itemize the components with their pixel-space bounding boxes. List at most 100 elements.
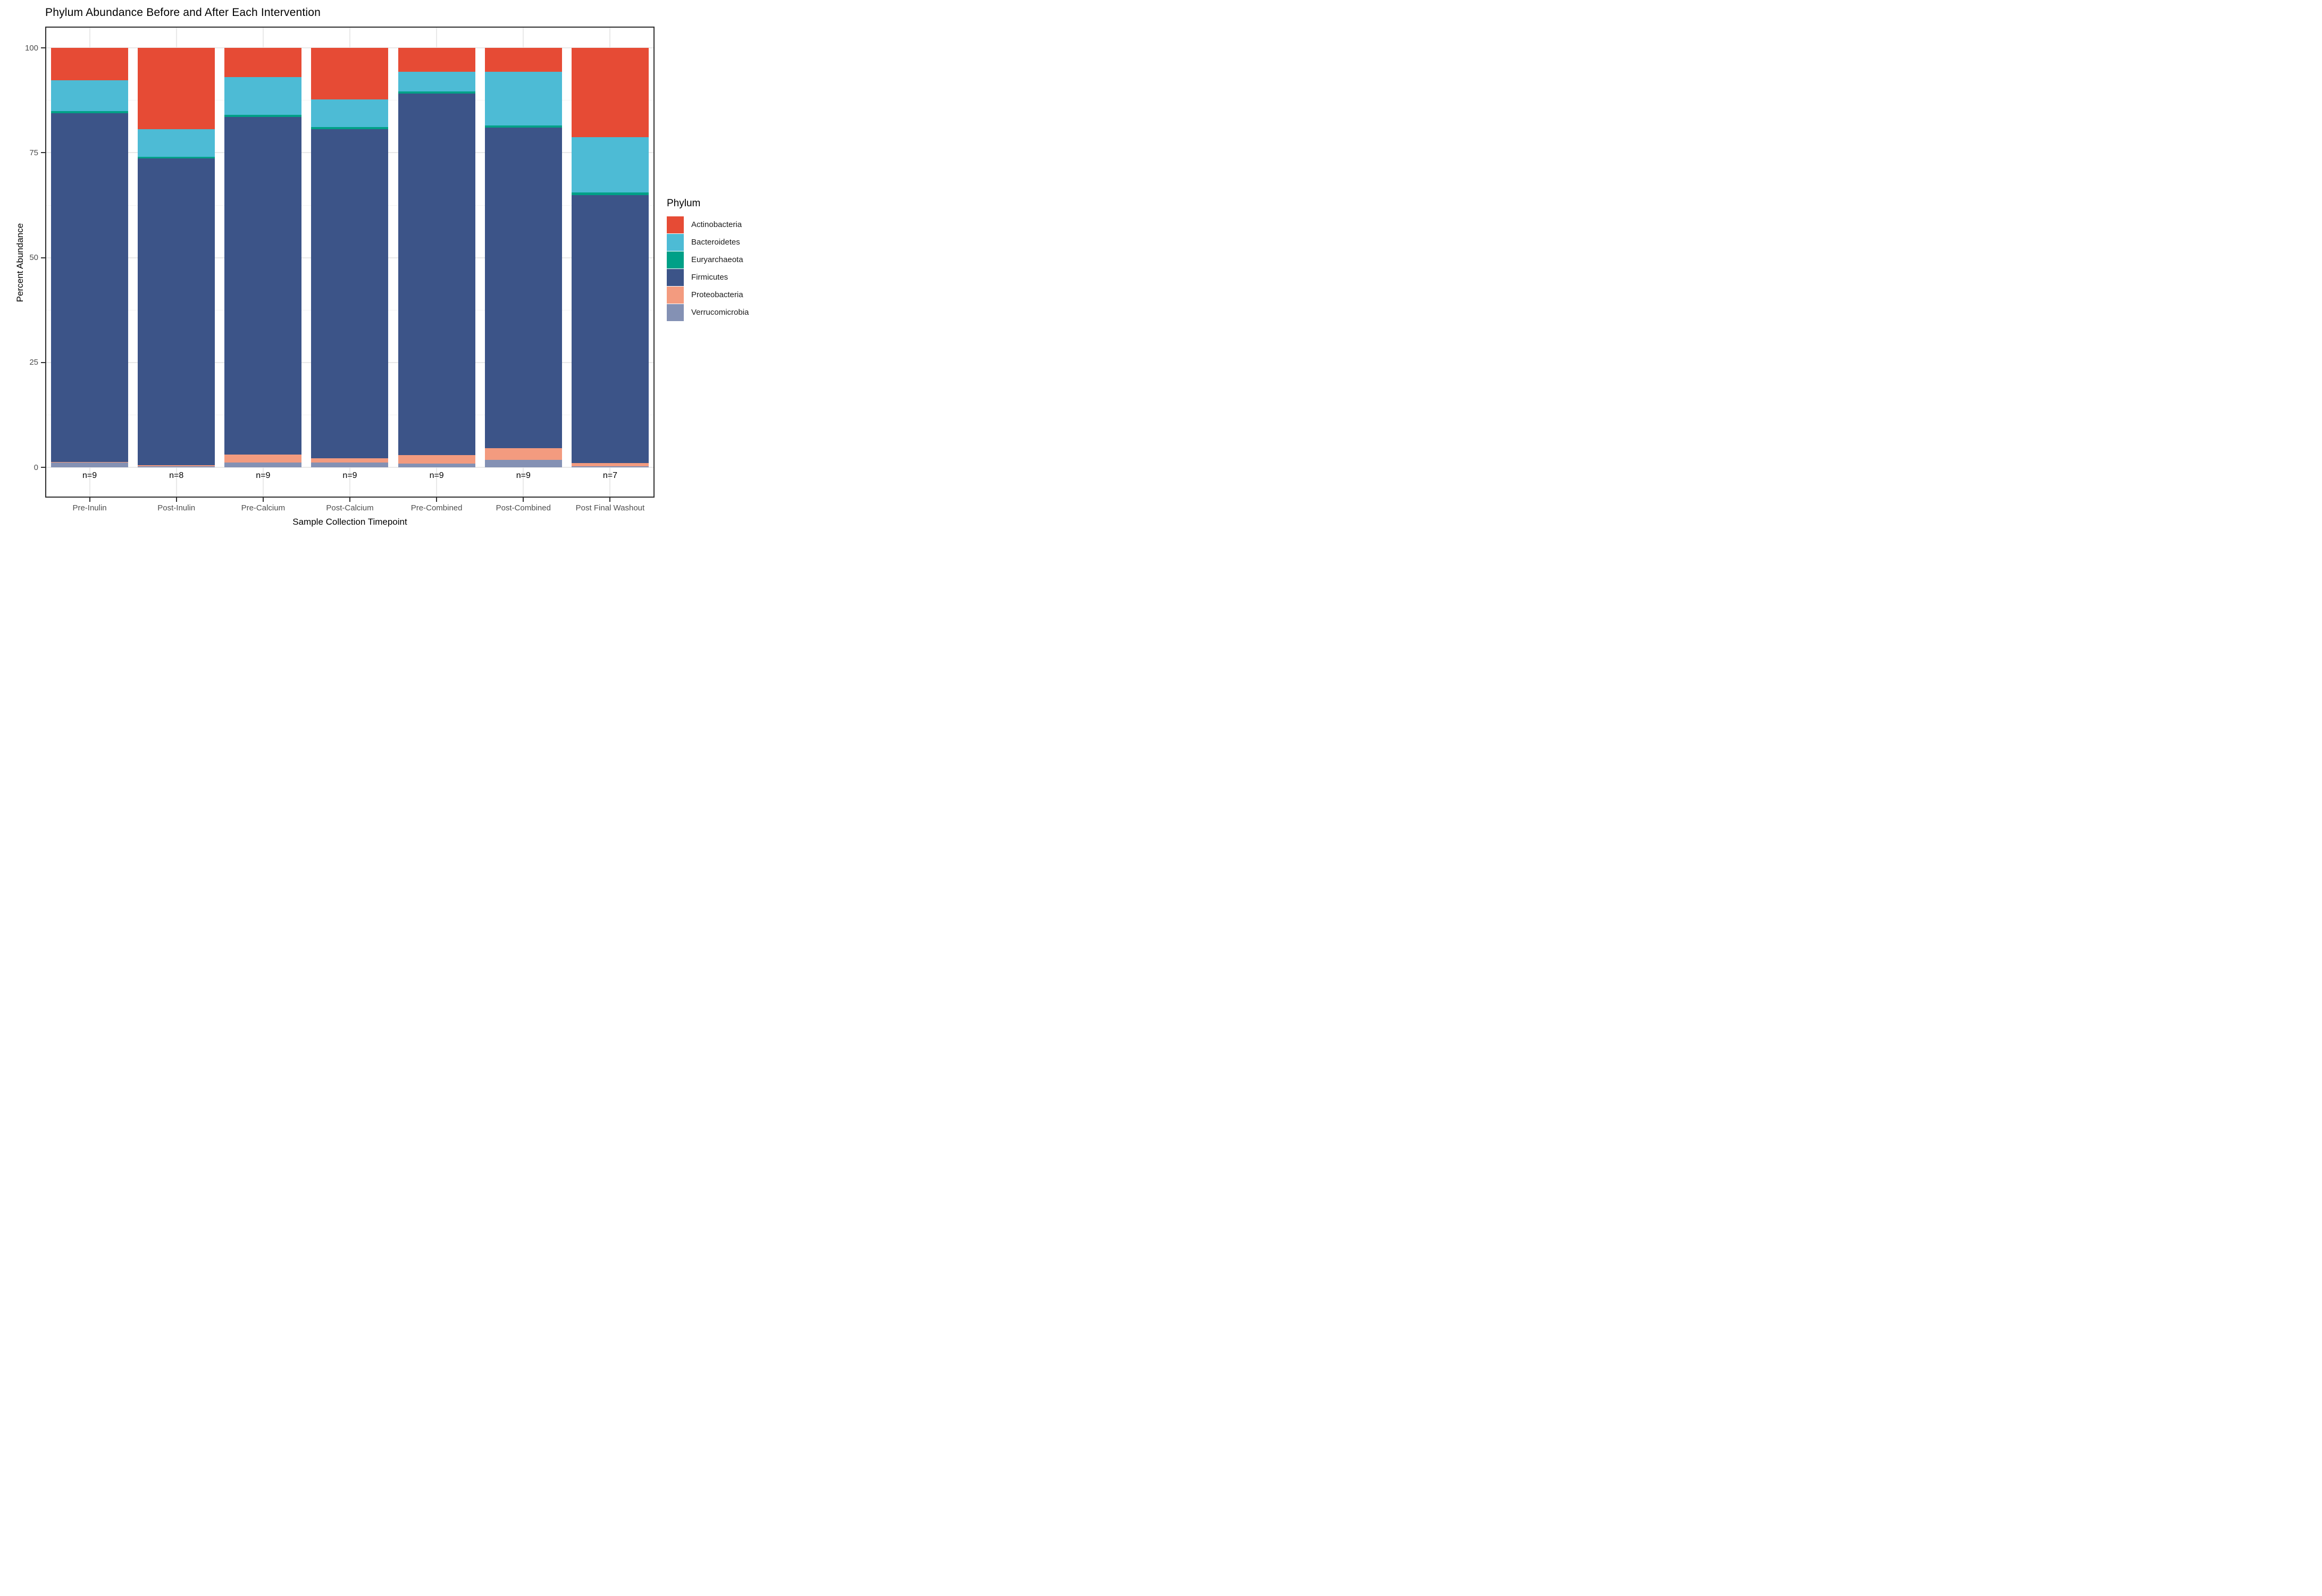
x-tick-mark xyxy=(262,498,264,502)
legend-label: Actinobacteria xyxy=(691,220,742,229)
legend-label: Euryarchaeota xyxy=(691,255,743,264)
stacked-bar xyxy=(571,48,649,467)
y-tick-label: 75 xyxy=(29,148,38,157)
x-tick-label: Post-Calcium xyxy=(326,503,374,513)
bar-column: n=9 xyxy=(393,28,480,497)
bar-segment-proteobacteria xyxy=(484,448,562,460)
plot-title: Phylum Abundance Before and After Each I… xyxy=(45,6,321,19)
bar-segment-verrucomicrobia xyxy=(51,463,129,467)
y-tick-mark xyxy=(41,362,45,363)
stacked-bar xyxy=(138,48,215,467)
legend-row: Verrucomicrobia xyxy=(667,304,749,321)
sample-size-label: n=9 xyxy=(256,471,271,480)
bar-segment-bacteroidetes xyxy=(51,80,129,112)
x-tick-mark xyxy=(523,498,524,502)
bar-segment-bacteroidetes xyxy=(138,129,215,157)
legend-row: Bacteroidetes xyxy=(667,233,749,251)
legend-label: Verrucomicrobia xyxy=(691,308,749,317)
y-tick-mark xyxy=(41,47,45,49)
bar-segment-firmicutes xyxy=(224,116,302,455)
y-tick-label: 50 xyxy=(29,253,38,263)
y-tick-mark xyxy=(41,257,45,258)
x-tick-label: Post-Inulin xyxy=(157,503,196,513)
bar-segment-proteobacteria xyxy=(398,455,475,464)
x-tick-mark xyxy=(175,498,177,502)
bar-column: n=9 xyxy=(480,28,567,497)
bar-segment-actinobacteria xyxy=(311,48,389,100)
bar-column: n=7 xyxy=(567,28,653,497)
bar-segment-euryarchaeota xyxy=(51,111,129,114)
sample-size-label: n=9 xyxy=(82,471,97,480)
bar-segment-verrucomicrobia xyxy=(138,466,215,467)
legend-title: Phylum xyxy=(667,198,701,209)
bar-segment-euryarchaeota xyxy=(484,125,562,128)
bar-column: n=8 xyxy=(133,28,220,497)
stacked-bar xyxy=(398,48,475,467)
stacked-bar xyxy=(51,48,129,467)
bar-segment-verrucomicrobia xyxy=(398,463,475,467)
legend-label: Bacteroidetes xyxy=(691,238,740,247)
x-axis-title: Sample Collection Timepoint xyxy=(292,517,407,527)
legend-label: Firmicutes xyxy=(691,273,728,282)
bar-column: n=9 xyxy=(306,28,393,497)
x-tick-mark xyxy=(609,498,611,502)
y-tick-mark xyxy=(41,467,45,468)
legend-swatch-euryarchaeota xyxy=(667,251,684,268)
y-tick-label: 0 xyxy=(33,463,38,472)
bar-segment-proteobacteria xyxy=(224,454,302,463)
legend-row: Proteobacteria xyxy=(667,286,749,304)
bar-segment-firmicutes xyxy=(311,129,389,459)
y-tick-label: 100 xyxy=(24,43,38,53)
legend-label: Proteobacteria xyxy=(691,290,743,299)
bar-segment-euryarchaeota xyxy=(398,91,475,94)
stacked-bar xyxy=(311,48,389,467)
bar-segment-actinobacteria xyxy=(224,48,302,77)
bar-segment-bacteroidetes xyxy=(484,72,562,126)
bar-segment-bacteroidetes xyxy=(398,72,475,92)
legend-swatch-bacteroidetes xyxy=(667,233,684,251)
bar-segment-euryarchaeota xyxy=(224,114,302,117)
bar-segment-proteobacteria xyxy=(51,461,129,463)
legend: Phylum Actinobacteria Bacteroidetes Euryar… xyxy=(667,198,749,321)
bar-segment-proteobacteria xyxy=(571,463,649,466)
sample-size-label: n=8 xyxy=(169,471,184,480)
y-tick-mark xyxy=(41,152,45,154)
legend-row: Firmicutes xyxy=(667,268,749,286)
bar-segment-actinobacteria xyxy=(138,48,215,130)
figure: Phylum Abundance Before and After Each I… xyxy=(0,0,774,532)
bar-segment-firmicutes xyxy=(138,158,215,466)
bar-segment-firmicutes xyxy=(484,128,562,448)
y-tick-label: 25 xyxy=(29,358,38,367)
bar-segment-bacteroidetes xyxy=(311,99,389,128)
legend-row: Euryarchaeota xyxy=(667,251,749,268)
plot-area: n=9 n=8 n=9 n=9 n=9 n=9 n=7 xyxy=(46,28,653,497)
stacked-bar xyxy=(484,48,562,467)
bar-segment-euryarchaeota xyxy=(571,192,649,196)
sample-size-label: n=7 xyxy=(602,471,617,480)
bar-segment-actinobacteria xyxy=(51,48,129,81)
legend-entries: Actinobacteria Bacteroidetes Euryarchaeota… xyxy=(667,216,749,321)
bar-segment-firmicutes xyxy=(398,94,475,456)
bar-segment-actinobacteria xyxy=(484,48,562,72)
bar-segment-actinobacteria xyxy=(571,48,649,138)
legend-row: Actinobacteria xyxy=(667,216,749,233)
sample-size-label: n=9 xyxy=(342,471,357,480)
bar-segment-euryarchaeota xyxy=(138,156,215,158)
bar-segment-firmicutes xyxy=(571,195,649,464)
x-tick-mark xyxy=(436,498,438,502)
legend-swatch-firmicutes xyxy=(667,268,684,286)
bar-segment-verrucomicrobia xyxy=(311,462,389,467)
bar-segment-bacteroidetes xyxy=(224,77,302,115)
bar-column: n=9 xyxy=(220,28,306,497)
x-tick-label: Post-Combined xyxy=(496,503,551,513)
bar-column: n=9 xyxy=(46,28,133,497)
bar-segment-verrucomicrobia xyxy=(224,463,302,467)
sample-size-label: n=9 xyxy=(429,471,444,480)
stacked-bar xyxy=(224,48,302,467)
x-tick-label: Pre-Inulin xyxy=(72,503,107,513)
plot-panel: n=9 n=8 n=9 n=9 n=9 n=9 n=7 xyxy=(45,27,655,498)
legend-swatch-actinobacteria xyxy=(667,216,684,233)
bar-segment-euryarchaeota xyxy=(311,127,389,129)
y-axis-title: Percent Abundance xyxy=(15,223,25,303)
x-tick-label: Pre-Calcium xyxy=(241,503,286,513)
